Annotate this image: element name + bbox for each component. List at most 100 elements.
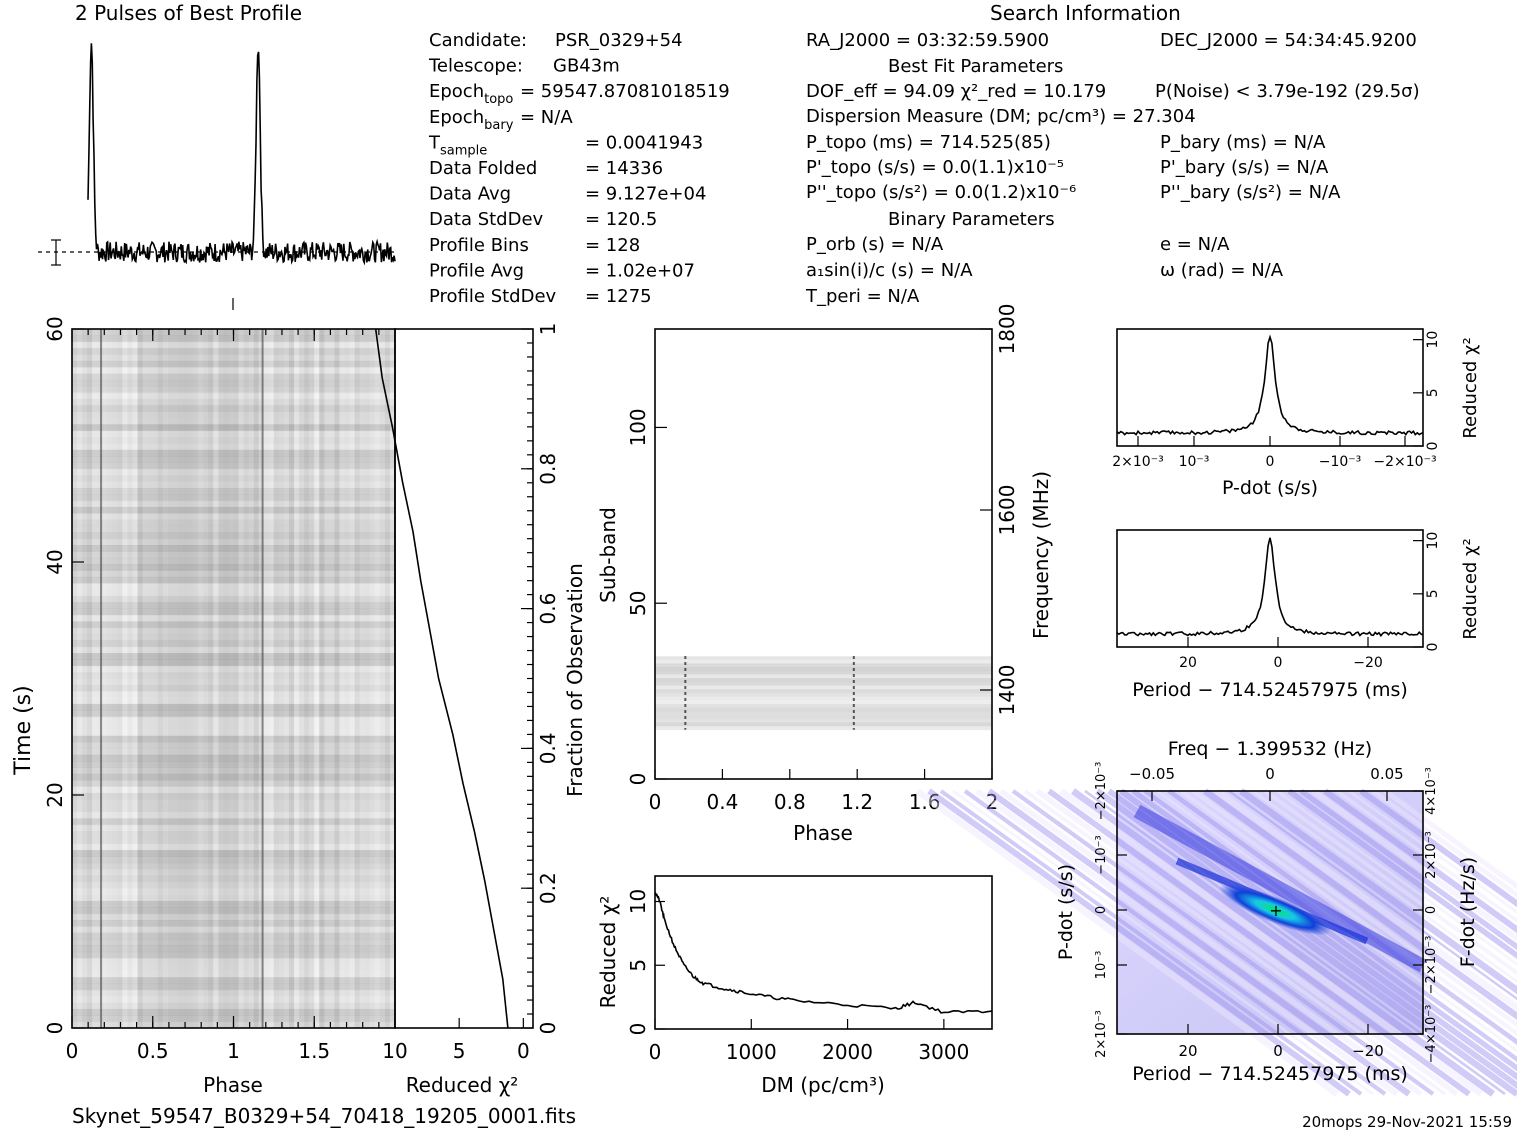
subband-freq-tick-label: 1800 xyxy=(995,304,1019,355)
filename-text: Skynet_59547_B0329+54_70418_19205_0001.f… xyxy=(72,1104,576,1128)
dm-ylabel: Reduced χ² xyxy=(596,896,620,1009)
time-phase-row xyxy=(72,684,395,692)
fraction-ytick-label: 0.4 xyxy=(536,732,560,764)
ppdot-streak xyxy=(1035,788,1459,1097)
ppdot-streak xyxy=(987,788,1411,1097)
ppdot-streak xyxy=(1095,788,1517,1097)
info-left-value: = 128 xyxy=(585,235,640,256)
time-phase-col xyxy=(324,329,330,1028)
time-phase-row xyxy=(72,653,395,660)
pdot-chi2-line xyxy=(1116,334,1424,437)
ppdot-streak xyxy=(1011,789,1435,1096)
time-phase-col xyxy=(304,329,310,1028)
time-phase-row xyxy=(72,996,395,1004)
time-phase-row xyxy=(72,614,395,622)
ppdot-streak xyxy=(1047,788,1471,1097)
fraction-ytick-label: 1 xyxy=(536,323,560,336)
time-phase-row xyxy=(72,697,395,705)
fraction-ytick-label: 0 xyxy=(536,1022,560,1035)
ppdot-streak xyxy=(1071,788,1495,1097)
time-phase-row xyxy=(72,875,395,883)
subband-row xyxy=(655,715,992,720)
subband-row xyxy=(655,678,992,683)
time-phase-row xyxy=(72,850,395,857)
time-phase-row xyxy=(72,519,395,527)
time-phase-col xyxy=(283,329,290,1028)
subband-row xyxy=(655,674,992,679)
ppdot-ytick-left-label: 2×10⁻³ xyxy=(1094,1010,1109,1058)
pddbary-text: P''_bary (s/s²) = N/A xyxy=(1160,182,1341,203)
ra-text: RA_J2000 = 03:32:59.5900 xyxy=(806,30,1049,51)
time-phase-col xyxy=(263,329,269,1028)
dof-text: DOF_eff = 94.09 χ²_red = 10.179 xyxy=(806,81,1106,102)
info-left-label: Data Avg xyxy=(429,184,511,205)
time-phase-row xyxy=(72,811,395,819)
subband-row xyxy=(655,692,992,698)
ppdot-streak xyxy=(927,788,1351,1097)
time-phase-row xyxy=(72,551,395,559)
subband-freq-tick-label: 1600 xyxy=(995,485,1019,536)
time-phase-row xyxy=(72,799,395,807)
time-phase-col xyxy=(344,329,350,1028)
fraction-xtick-label: 10 xyxy=(382,1039,407,1063)
time-phase-row xyxy=(72,532,395,540)
time-phase-col xyxy=(142,329,148,1028)
time-phase-row xyxy=(72,665,395,673)
dm-ytick-label: 0 xyxy=(626,1023,650,1036)
time-phase-col xyxy=(309,329,315,1028)
ppdot-streak xyxy=(1299,788,1517,951)
info-left-value: PSR_0329+54 xyxy=(555,30,683,51)
time-phase-xtick-label: 0 xyxy=(66,1039,79,1063)
dm-xtick-label: 0 xyxy=(649,1040,662,1064)
time-phase-col xyxy=(203,329,209,1028)
profile-line xyxy=(87,43,396,266)
fraction-xlabel: Reduced χ² xyxy=(406,1073,519,1097)
time-phase-row xyxy=(72,983,395,991)
fraction-xtick-label: 0 xyxy=(517,1039,530,1063)
time-phase-row xyxy=(72,735,395,743)
ppdot-top-tick-label: 0 xyxy=(1265,765,1275,783)
time-phase-panel: 0 0.5 1 1.5 0 20 40 60 Time (s) Phase xyxy=(11,316,396,1097)
pdot-ylabel: Reduced χ² xyxy=(1460,337,1481,438)
subband-frame xyxy=(654,328,993,780)
tperi-text: T_peri = N/A xyxy=(805,286,920,307)
time-phase-col xyxy=(223,329,229,1028)
fraction-axis-label: Fraction of Observation xyxy=(563,563,587,797)
time-phase-row xyxy=(72,634,395,641)
ppdot-ytick-left-label: −2×10⁻³ xyxy=(1094,762,1109,821)
time-phase-row xyxy=(72,767,395,775)
pdot-ytick-label: 5 xyxy=(1425,388,1441,397)
pdot-xlabel: P-dot (s/s) xyxy=(1222,477,1318,499)
time-phase-col xyxy=(273,329,279,1028)
time-phase-row xyxy=(72,538,395,546)
time-phase-col xyxy=(72,329,78,1028)
profile-title: 2 Pulses of Best Profile xyxy=(75,1,302,25)
time-phase-row xyxy=(72,513,395,521)
time-phase-row xyxy=(72,621,395,629)
time-phase-xtick-label: 1.5 xyxy=(298,1039,330,1063)
ppdot-ylabel-right: F-dot (Hz/s) xyxy=(1457,857,1479,967)
ppdot-streak xyxy=(975,788,1399,1097)
time-phase-row xyxy=(72,411,395,419)
subband-ytick-label: 50 xyxy=(626,590,650,615)
info-left-value: = 14336 xyxy=(585,158,663,179)
pdot-panel: 2×10⁻³ 10⁻³ 0 −10⁻³ −2×10⁻³ 0 5 10 Reduced χ² P… xyxy=(1112,328,1481,499)
time-phase-row xyxy=(72,837,395,845)
info-left-block: Candidate: PSR_0329+54 Telescope: GB43m Epoc… xyxy=(428,30,730,307)
subband-row xyxy=(655,700,992,705)
ppdot-streak xyxy=(1359,788,1517,908)
time-phase-row xyxy=(72,1008,395,1016)
time-phase-row xyxy=(72,805,395,813)
subband-row xyxy=(655,696,992,701)
time-phase-row xyxy=(72,964,395,972)
ppdot-streak xyxy=(999,788,1423,1097)
ppdot-streak xyxy=(1191,789,1517,1028)
time-phase-row xyxy=(72,977,395,985)
time-phase-row xyxy=(72,939,395,946)
time-phase-col xyxy=(162,329,168,1028)
info-left-label: Profile Avg xyxy=(429,260,524,281)
time-phase-row xyxy=(72,913,395,921)
time-phase-col xyxy=(329,329,335,1028)
info-left-value: = 120.5 xyxy=(585,209,657,230)
ppdot-ticks: 20 0 −20 −0.05 0 0.05 2×10⁻³ 10⁻³ 0 −10⁻³ −2×10⁻³ −… xyxy=(1094,762,1439,1064)
